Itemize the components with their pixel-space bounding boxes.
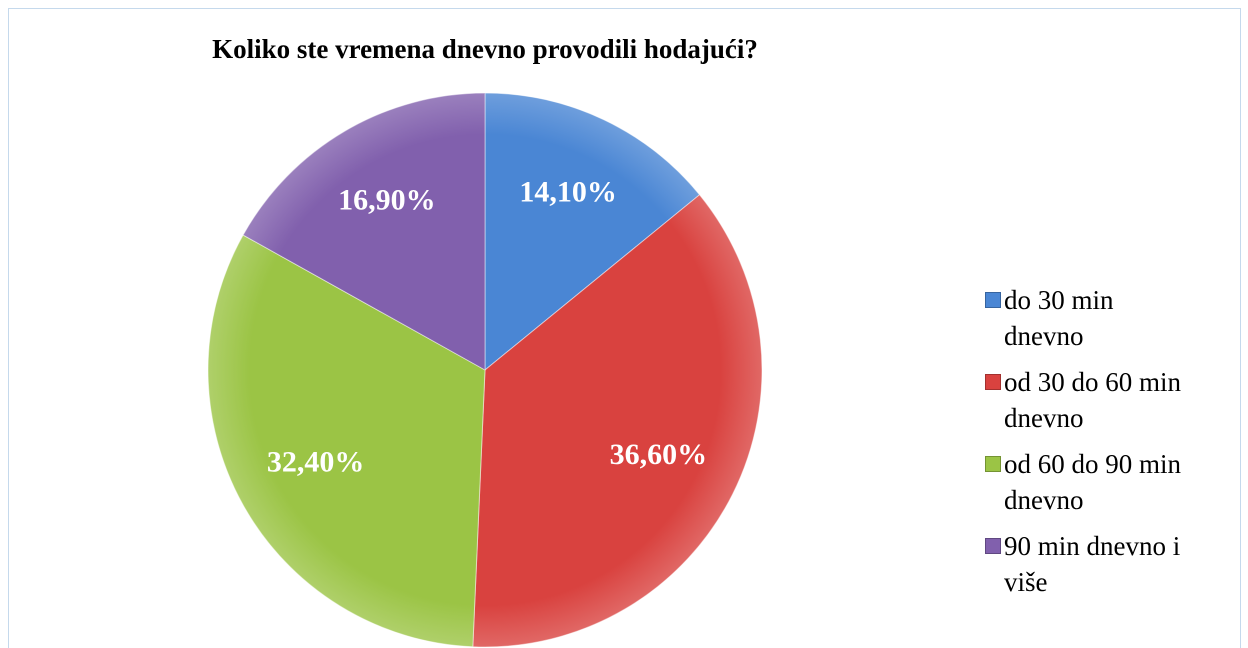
data-label: 36,60% [610,438,708,471]
legend-item: od 60 do 90 min dnevno [985,446,1182,518]
legend-swatch [985,374,1001,390]
legend-label: od 30 do 60 min dnevno [1004,367,1182,433]
legend: do 30 min dnevno od 30 do 60 min dnevno od… [985,282,1182,610]
pie-slice [242,92,486,371]
pie-slice [472,194,763,648]
legend-swatch [985,456,1001,472]
data-label: 14,10% [519,176,617,209]
legend-label: 90 min dnevno i više [1004,531,1181,597]
legend-swatch [985,292,1001,308]
legend-item: 90 min dnevno i više [985,528,1182,600]
chart-border [8,8,1241,648]
pie-slice [207,234,486,648]
pie-slice [484,92,701,372]
legend-label: do 30 min dnevno [1004,285,1114,351]
data-label: 16,90% [338,184,436,217]
chart-title: Koliko ste vremena dnevno provodili hoda… [212,34,758,64]
legend-swatch [985,538,1001,554]
legend-item: do 30 min dnevno [985,282,1182,354]
legend-item: od 30 do 60 min dnevno [985,364,1182,436]
data-label: 32,40% [267,445,365,478]
legend-label: od 60 do 90 min dnevno [1004,449,1182,515]
